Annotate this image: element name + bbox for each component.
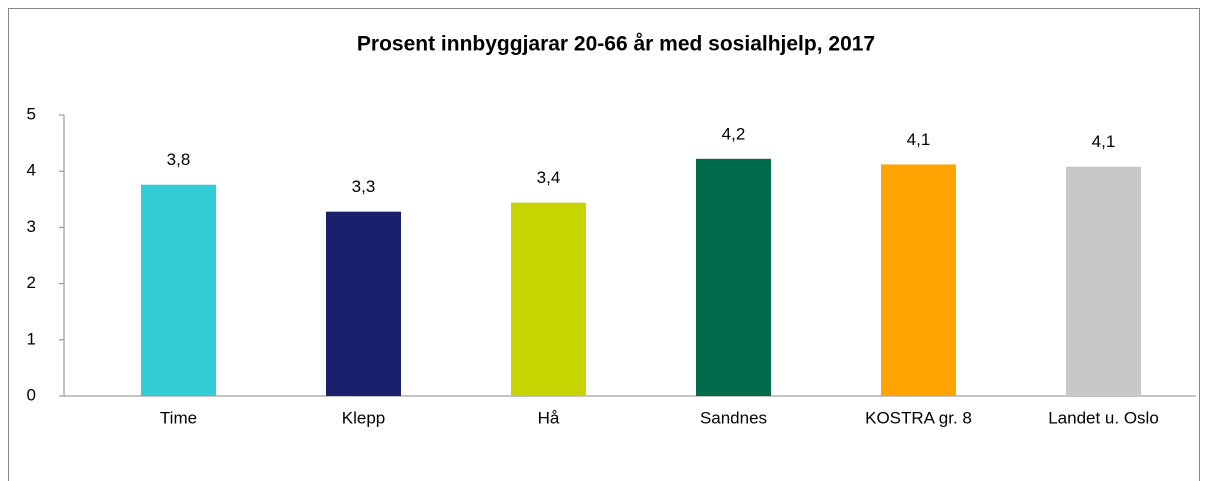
y-tick-label: 3 xyxy=(27,217,36,236)
y-tick-label: 2 xyxy=(27,273,36,292)
x-tick-label: Hå xyxy=(538,408,560,427)
y-tick-label: 0 xyxy=(27,385,36,404)
value-label: 4,1 xyxy=(907,130,931,149)
bar xyxy=(511,202,586,396)
y-tick-label: 4 xyxy=(27,161,36,180)
value-label: 3,4 xyxy=(537,168,561,187)
bar xyxy=(326,211,401,396)
value-label: 3,8 xyxy=(167,150,191,169)
x-tick-label: Sandnes xyxy=(700,408,767,427)
x-tick-label: Klepp xyxy=(342,408,385,427)
y-tick-label: 5 xyxy=(27,104,36,123)
value-label: 4,1 xyxy=(1092,132,1116,151)
x-tick-label: Landet u. Oslo xyxy=(1048,408,1159,427)
chart-frame xyxy=(8,8,1200,481)
y-tick-label: 1 xyxy=(27,329,36,348)
bar xyxy=(141,184,216,396)
value-label: 4,2 xyxy=(722,124,746,143)
x-tick-label: KOSTRA gr. 8 xyxy=(865,408,972,427)
x-tick-label: Time xyxy=(160,408,197,427)
value-label: 3,3 xyxy=(352,177,376,196)
bar xyxy=(881,164,956,396)
bar xyxy=(696,158,771,396)
bar xyxy=(1066,166,1141,396)
chart-title: Prosent innbyggjarar 20-66 år med sosial… xyxy=(357,33,875,56)
